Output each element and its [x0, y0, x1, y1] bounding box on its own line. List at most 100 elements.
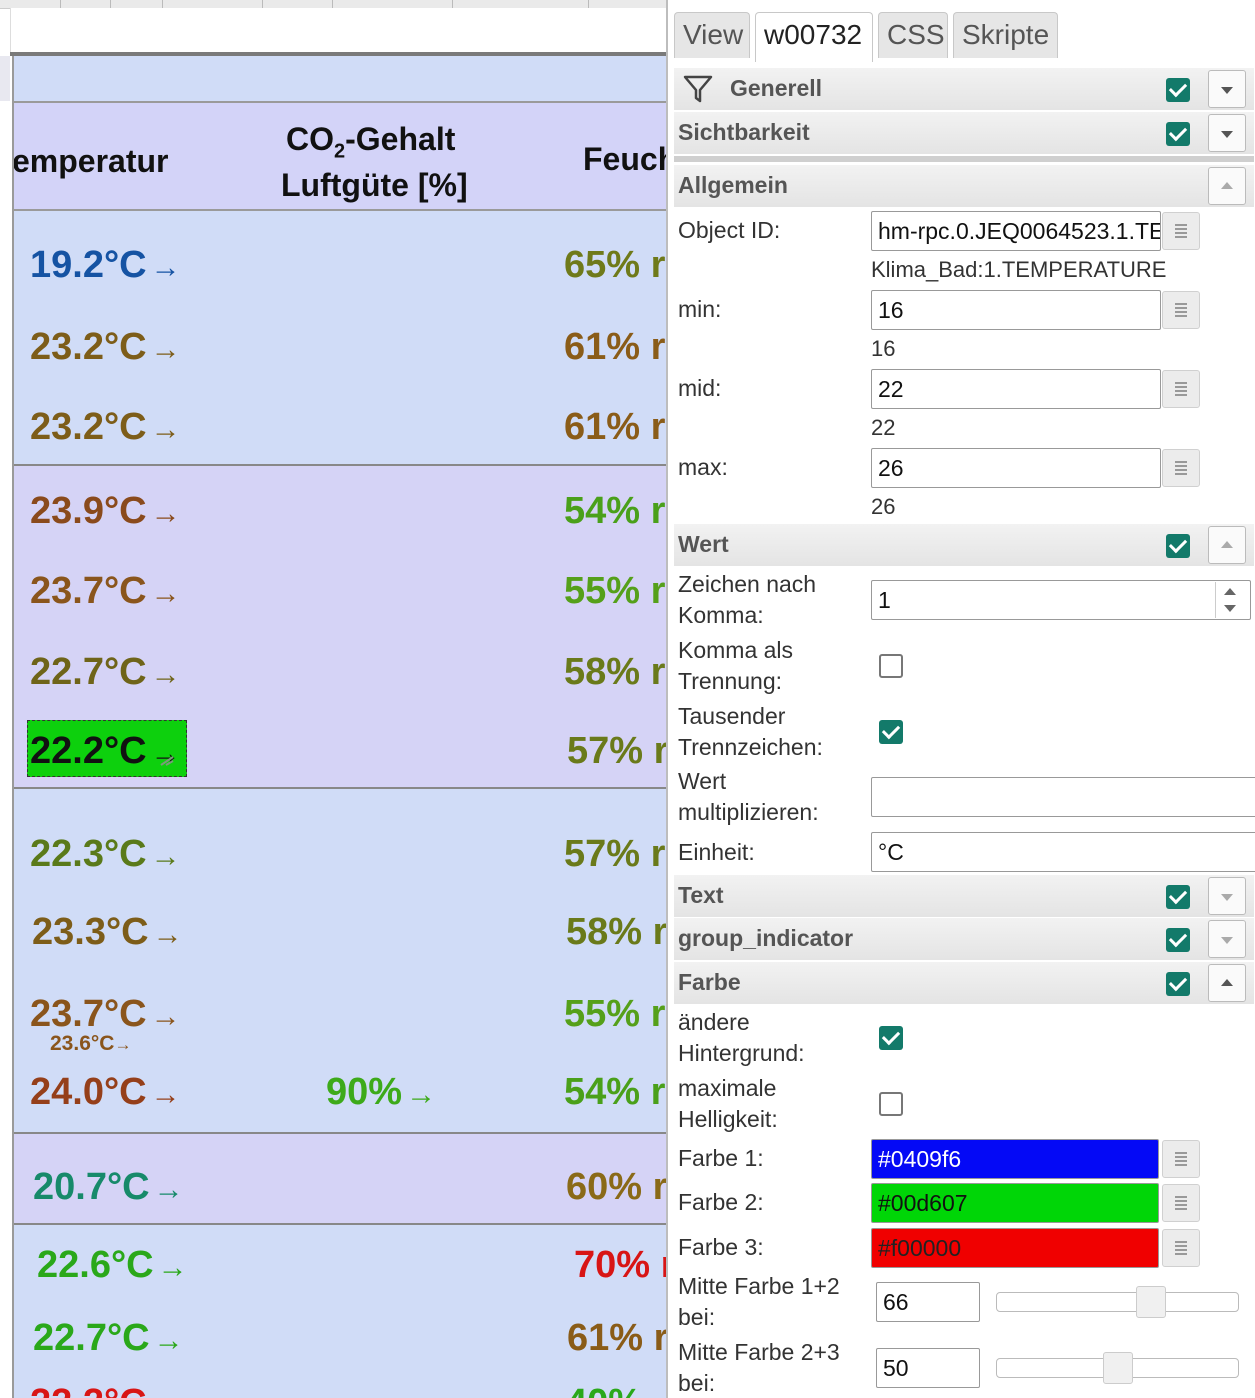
humidity-value[interactable]: 54% rl [564, 490, 666, 532]
max-current-value: 26 [871, 494, 896, 519]
color3-input[interactable]: #f00000 [871, 1228, 1159, 1268]
max-brightness-checkbox[interactable] [879, 1092, 903, 1116]
tab-widget[interactable]: w00732 [755, 12, 873, 62]
section-allgemein[interactable]: Allgemein [674, 165, 1254, 207]
slider-thumb[interactable] [1103, 1352, 1133, 1384]
humidity-value[interactable]: 54% rl [564, 1071, 666, 1113]
oid-input[interactable]: hm-rpc.0.JEQ0064523.1.TE [871, 211, 1161, 251]
sichtbarkeit-checkbox[interactable] [1166, 122, 1190, 146]
min-select-button[interactable] [1162, 291, 1200, 329]
header-humidity: Feuch [583, 141, 666, 177]
humidity-value[interactable]: 61% rl [564, 406, 666, 448]
temp-value[interactable]: 22.6°C → [37, 1244, 188, 1286]
tab-css[interactable]: CSS [878, 12, 948, 58]
mid12-slider[interactable] [996, 1286, 1239, 1318]
temp-value[interactable]: 19.2°C → [30, 244, 181, 286]
tab-skripte[interactable]: Skripte [953, 12, 1058, 58]
co2-value[interactable]: 90% → [326, 1071, 437, 1113]
max-brightness-label: maximale Helligkeit: [678, 1075, 778, 1132]
group-indicator-expand-button[interactable] [1208, 920, 1246, 958]
wert-checkbox[interactable] [1166, 534, 1190, 558]
temp-value-selected[interactable]: 22.2°C → [30, 730, 181, 772]
mid23-slider[interactable] [996, 1352, 1239, 1384]
humidity-value[interactable]: 70% r [574, 1244, 666, 1286]
temp-small-value[interactable]: 23.6°C→ [50, 1032, 132, 1055]
temp-value[interactable]: 23.9°C → [30, 490, 181, 532]
humidity-value[interactable]: 65% rl [564, 244, 666, 286]
filter-icon[interactable] [682, 73, 714, 105]
humidity-value[interactable]: 58% r [566, 911, 666, 953]
color2-input[interactable]: #00d607 [871, 1183, 1159, 1223]
sichtbarkeit-expand-button[interactable] [1208, 114, 1246, 152]
humidity-value[interactable]: 55% rl [564, 570, 666, 612]
farbe-checkbox[interactable] [1166, 972, 1190, 996]
section-label: Farbe [678, 969, 741, 995]
comma-checkbox[interactable] [879, 654, 903, 678]
color3-picker-button[interactable] [1162, 1229, 1200, 1267]
mid-label: mid: [678, 375, 722, 401]
canvas-left-strip [0, 56, 10, 101]
section-farbe[interactable]: Farbe [674, 962, 1254, 1004]
humidity-value[interactable]: 61% r [567, 1317, 666, 1359]
thousand-checkbox[interactable] [879, 720, 903, 744]
temp-value[interactable]: 23.2°C → [30, 406, 181, 448]
temp-value[interactable]: 20.7°C → [33, 1166, 184, 1208]
temp-value[interactable]: 23.7°C → [30, 570, 181, 612]
humidity-value[interactable]: 58% rl [564, 651, 666, 693]
generell-expand-button[interactable] [1208, 70, 1246, 108]
mid-select-button[interactable] [1162, 370, 1200, 408]
temp-value[interactable]: 22.7°C → [33, 1317, 184, 1359]
resize-handle-icon[interactable] [160, 756, 174, 766]
temp-value[interactable]: 22.3°C → [30, 833, 181, 875]
change-bg-checkbox[interactable] [879, 1026, 903, 1050]
section-wert[interactable]: Wert [674, 524, 1254, 566]
section-label: Wert [678, 531, 729, 557]
humidity-value[interactable]: 60% r [566, 1166, 666, 1208]
section-sichtbarkeit[interactable]: Sichtbarkeit [674, 112, 1254, 154]
temp-value[interactable]: 24.0°C → [30, 1071, 181, 1113]
temp-value[interactable]: 23.7°C → [30, 993, 181, 1035]
header-co2-line2: Luftgüte [%] [281, 167, 468, 203]
color2-picker-button[interactable] [1162, 1184, 1200, 1222]
tab-view[interactable]: View [674, 12, 750, 58]
max-input[interactable]: 26 [871, 448, 1161, 488]
mid-input[interactable]: 22 [871, 369, 1161, 409]
spinner-arrows-icon[interactable] [1215, 582, 1244, 618]
farbe-collapse-button[interactable] [1208, 964, 1246, 1002]
wert-collapse-button[interactable] [1208, 526, 1246, 564]
humidity-value[interactable]: 57% r [567, 730, 666, 772]
text-checkbox[interactable] [1166, 885, 1190, 909]
section-label: group_indicator [678, 925, 854, 951]
temp-value[interactable]: 23.3°C → [32, 911, 183, 953]
temp-value[interactable]: 22.7°C → [30, 651, 181, 693]
group-indicator-checkbox[interactable] [1166, 928, 1190, 952]
humidity-value[interactable]: 57% rl [564, 833, 666, 875]
mid-current-value: 22 [871, 415, 896, 440]
humidity-value[interactable]: 55% rl [564, 993, 666, 1035]
multiply-input[interactable] [871, 777, 1255, 817]
unit-input[interactable]: °C [871, 832, 1255, 872]
min-input[interactable]: 16 [871, 290, 1161, 330]
generell-checkbox[interactable] [1166, 78, 1190, 102]
text-expand-button[interactable] [1208, 877, 1246, 915]
temp-value[interactable]: 22.2°C [30, 1384, 147, 1398]
section-group-indicator[interactable]: group_indicator [674, 918, 1254, 960]
humidity-value[interactable]: 61% rl [564, 326, 666, 368]
oid-select-button[interactable] [1162, 212, 1200, 250]
digits-label: Zeichen nach Komma: [678, 571, 817, 628]
selected-widget[interactable] [27, 720, 187, 777]
mid23-input[interactable]: 50 [876, 1348, 980, 1388]
allgemein-collapse-button[interactable] [1208, 167, 1246, 205]
color1-picker-button[interactable] [1162, 1140, 1200, 1178]
section-text[interactable]: Text [674, 875, 1254, 917]
color1-input[interactable]: #0409f6 [871, 1139, 1159, 1179]
section-generell[interactable]: Generell [674, 68, 1254, 110]
digits-input[interactable]: 1 [871, 580, 1251, 620]
slider-thumb[interactable] [1136, 1286, 1166, 1318]
mid12-input[interactable]: 66 [876, 1282, 980, 1322]
max-select-button[interactable] [1162, 449, 1200, 487]
humidity-value[interactable]: 40% [566, 1384, 642, 1398]
temp-value[interactable]: 23.2°C → [30, 326, 181, 368]
editor-canvas[interactable]: emperatur CO2-Gehalt Luftgüte [%] Feuch … [0, 0, 666, 1398]
thousand-label: Tausender Trennzeichen: [678, 703, 823, 760]
